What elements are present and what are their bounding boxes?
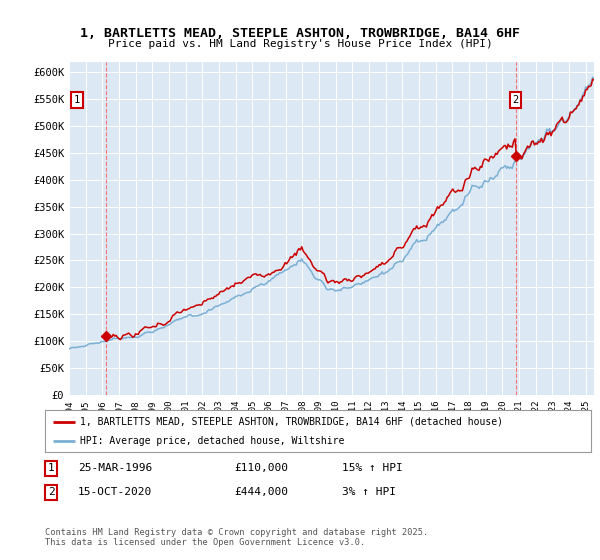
Text: £110,000: £110,000 [234, 463, 288, 473]
Text: Contains HM Land Registry data © Crown copyright and database right 2025.
This d: Contains HM Land Registry data © Crown c… [45, 528, 428, 547]
Text: Price paid vs. HM Land Registry's House Price Index (HPI): Price paid vs. HM Land Registry's House … [107, 39, 493, 49]
Text: 1: 1 [74, 95, 80, 105]
Text: £444,000: £444,000 [234, 487, 288, 497]
Text: 2: 2 [512, 95, 518, 105]
Text: 1, BARTLETTS MEAD, STEEPLE ASHTON, TROWBRIDGE, BA14 6HF: 1, BARTLETTS MEAD, STEEPLE ASHTON, TROWB… [80, 27, 520, 40]
Text: 15% ↑ HPI: 15% ↑ HPI [342, 463, 403, 473]
Text: 15-OCT-2020: 15-OCT-2020 [78, 487, 152, 497]
Text: 1: 1 [47, 463, 55, 473]
Text: 25-MAR-1996: 25-MAR-1996 [78, 463, 152, 473]
Text: 2: 2 [47, 487, 55, 497]
Text: HPI: Average price, detached house, Wiltshire: HPI: Average price, detached house, Wilt… [80, 436, 345, 446]
Text: 1, BARTLETTS MEAD, STEEPLE ASHTON, TROWBRIDGE, BA14 6HF (detached house): 1, BARTLETTS MEAD, STEEPLE ASHTON, TROWB… [80, 417, 503, 427]
Text: 3% ↑ HPI: 3% ↑ HPI [342, 487, 396, 497]
